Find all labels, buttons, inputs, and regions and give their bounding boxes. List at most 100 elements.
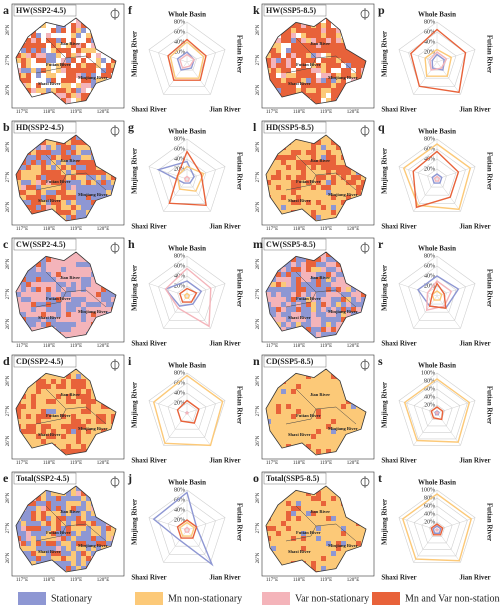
- map-cell: [291, 38, 296, 43]
- map-cell: [336, 302, 341, 307]
- map-cell: [361, 180, 366, 185]
- map-cell: [301, 307, 306, 312]
- lat-label: 27°N: [6, 171, 11, 182]
- map-cell: [36, 506, 41, 511]
- map-cell: [311, 384, 316, 389]
- map-cell: [61, 307, 66, 312]
- map-cell: [31, 399, 36, 404]
- map-cell: [91, 516, 96, 521]
- map-cell: [281, 541, 286, 546]
- map-cell: [301, 140, 306, 145]
- map-cell: [66, 429, 71, 434]
- spoke: [148, 400, 188, 414]
- map-cell: [66, 262, 71, 267]
- map-cell: [41, 546, 46, 551]
- map-cell: [356, 180, 361, 185]
- map-cell: [51, 307, 56, 312]
- map-cell: [276, 78, 281, 83]
- map-cell: [86, 160, 91, 165]
- lat-label: 26°N: [6, 552, 11, 563]
- map-cell: [76, 160, 81, 165]
- map-cell: [266, 180, 271, 185]
- map-cell: [96, 536, 101, 541]
- map-cell: [81, 28, 86, 33]
- map-cell: [66, 566, 71, 571]
- ring-label: 60%: [424, 386, 435, 392]
- map-cell: [21, 302, 26, 307]
- map-cell: [281, 506, 286, 511]
- map-cell: [301, 399, 306, 404]
- map-cell: [281, 444, 286, 449]
- map-cell: [306, 88, 311, 93]
- map-cell: [66, 165, 71, 170]
- lon-label: 119°E: [70, 344, 82, 349]
- map-cell: [316, 404, 321, 409]
- map-cell: [296, 160, 301, 165]
- lat-label: 27°N: [256, 54, 261, 65]
- map-cell: [76, 165, 81, 170]
- map-cell: [281, 78, 286, 83]
- map-cell: [316, 444, 321, 449]
- map-cell: [71, 429, 76, 434]
- map-title: CD(SSP2-4.5): [16, 357, 64, 366]
- map-cell: [311, 444, 316, 449]
- map-cell: [71, 73, 76, 78]
- map-cell: [41, 419, 46, 424]
- panel-label: a: [3, 3, 9, 17]
- map-cell: [91, 63, 96, 68]
- series-line: [164, 280, 203, 307]
- map-cell: [296, 424, 301, 429]
- map-cell: [36, 531, 41, 536]
- map-cell: [336, 145, 341, 150]
- map-cell: [26, 190, 31, 195]
- map-cell: [76, 374, 81, 379]
- ring-label: 20%: [424, 283, 435, 289]
- lon-label: 120°E: [347, 227, 360, 232]
- map-cell: [301, 38, 306, 43]
- lon-label: 117°E: [16, 110, 28, 115]
- map-cell: [66, 332, 71, 337]
- map-cell: [36, 496, 41, 501]
- map-cell: [326, 307, 331, 312]
- map-cell: [291, 521, 296, 526]
- map-cell: [316, 389, 321, 394]
- map-cell: [31, 170, 36, 175]
- map-cell: [351, 190, 356, 195]
- map-cell: [291, 491, 296, 496]
- map-cell: [326, 282, 331, 287]
- map-cell: [36, 322, 41, 327]
- map-cell: [271, 195, 276, 200]
- map-cell: [21, 195, 26, 200]
- map-cell: [41, 511, 46, 516]
- map-cell: [96, 68, 101, 73]
- map-cell: [331, 140, 336, 145]
- category-label: Whole Basin: [168, 362, 206, 370]
- category-label: Minjiang River: [131, 265, 139, 311]
- map-cell: [321, 175, 326, 180]
- map-title: HW(SSP5-8.5): [266, 6, 316, 15]
- map-cell: [326, 63, 331, 68]
- map-cell: [56, 38, 61, 43]
- map-cell: [86, 297, 91, 302]
- map-cell: [311, 419, 316, 424]
- map-cell: [286, 38, 291, 43]
- map-cell: [51, 165, 56, 170]
- map-cell: [286, 379, 291, 384]
- legend-label: Mn and Var non-stationary: [405, 593, 500, 604]
- map-cell: [81, 257, 86, 262]
- map-cell: [291, 404, 296, 409]
- map-cell: [281, 317, 286, 322]
- map-cell: [341, 317, 346, 322]
- map-cell: [41, 38, 46, 43]
- map-cell: [326, 38, 331, 43]
- map-cell: [61, 449, 66, 454]
- map-cell: [51, 28, 56, 33]
- map-cell: [301, 180, 306, 185]
- map-cell: [291, 394, 296, 399]
- map-cell: [316, 98, 321, 103]
- map-cell: [311, 267, 316, 272]
- panel-label: d: [3, 354, 10, 368]
- map-cell: [86, 63, 91, 68]
- map-cell: [316, 449, 321, 454]
- series-line: [435, 527, 439, 532]
